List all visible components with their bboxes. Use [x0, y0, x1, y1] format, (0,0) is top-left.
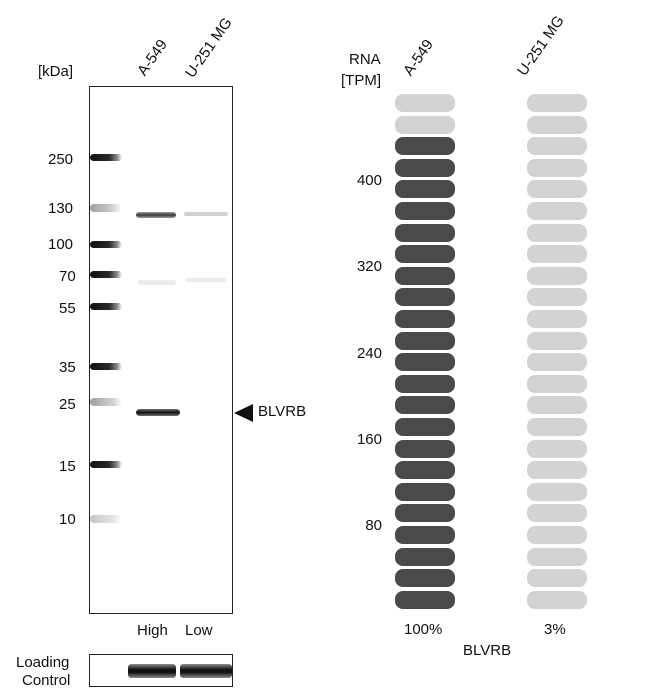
marker-130: 130 [48, 200, 74, 217]
ladder-band-250 [90, 154, 122, 161]
rna-segment-u251mg [527, 202, 587, 220]
rna-segment-a549 [395, 223, 455, 242]
loading-band-u251mg [180, 664, 232, 678]
rna-tick-160: 160 [356, 431, 382, 448]
rna-segment-a549 [395, 180, 455, 199]
rna-segment-u251mg [527, 374, 587, 393]
ladder-band-35 [90, 363, 122, 370]
loading-control-label-line1: Loading [16, 654, 70, 671]
rna-value-label-a549: 100% [404, 621, 443, 638]
rna-segment-a549 [395, 569, 455, 588]
a549-band-faint [138, 280, 176, 285]
rna-column-label-u251mg: U-251 MG [514, 12, 568, 79]
lane-label-u251mg: U-251 MG [182, 14, 236, 81]
rna-segment-a549 [395, 353, 455, 372]
rna-segment-u251mg [527, 461, 587, 480]
rna-segment-u251mg [527, 310, 587, 328]
rna-segment-a549 [395, 590, 455, 609]
u251-band-faint [186, 278, 226, 282]
target-label: BLVRB [258, 403, 307, 420]
rna-axis-title-line2: [TPM] [341, 72, 381, 89]
rna-segment-a549 [395, 331, 455, 350]
rna-segment-a549 [395, 94, 455, 112]
rna-segment-u251mg [527, 180, 587, 199]
rna-segment-u251mg [527, 288, 587, 307]
rna-segment-u251mg [527, 439, 587, 458]
rna-gene-label: BLVRB [463, 642, 512, 659]
rna-segment-a549 [395, 396, 455, 415]
marker-250: 250 [48, 151, 74, 168]
western-blot-image [89, 86, 233, 614]
a549-band-130 [136, 212, 176, 218]
marker-10: 10 [59, 511, 76, 528]
rna-tick-320: 320 [356, 258, 382, 275]
rna-segment-a549 [395, 374, 455, 393]
rna-segment-u251mg [527, 137, 587, 156]
ladder-band-130 [90, 204, 122, 212]
rna-segment-u251mg [527, 115, 587, 134]
rna-tick-240: 240 [356, 345, 382, 362]
rna-segment-a549 [395, 245, 455, 264]
expression-low-label: Low [185, 622, 213, 639]
rna-segment-a549 [395, 418, 455, 436]
rna-segment-u251mg [527, 266, 587, 285]
rna-segment-a549 [395, 310, 455, 328]
ladder-band-55 [90, 303, 122, 310]
target-arrow-icon [234, 404, 253, 422]
rna-segment-a549 [395, 526, 455, 544]
rna-segment-u251mg [527, 547, 587, 566]
loading-control-image [89, 654, 233, 687]
loading-band-a549 [128, 664, 176, 678]
rna-segment-a549 [395, 461, 455, 480]
marker-100: 100 [48, 236, 74, 253]
u251-band-130 [184, 212, 228, 216]
rna-segment-u251mg [527, 396, 587, 415]
rna-segment-u251mg [527, 94, 587, 112]
rna-segment-u251mg [527, 504, 587, 523]
rna-segment-a549 [395, 266, 455, 285]
rna-segment-u251mg [527, 331, 587, 350]
rna-tick-80: 80 [365, 517, 382, 534]
rna-segment-a549 [395, 547, 455, 566]
rna-segment-a549 [395, 288, 455, 307]
rna-segment-u251mg [527, 590, 587, 609]
rna-segment-a549 [395, 439, 455, 458]
marker-55: 55 [59, 300, 76, 317]
ladder-band-15 [90, 461, 122, 468]
marker-35: 35 [59, 359, 76, 376]
lane-label-a549: A-549 [134, 36, 171, 79]
rna-segment-u251mg [527, 526, 587, 544]
rna-segment-a549 [395, 482, 455, 501]
rna-segment-u251mg [527, 245, 587, 264]
rna-column-label-a549: A-549 [400, 36, 437, 79]
rna-segment-u251mg [527, 158, 587, 177]
loading-control-label-line2: Control [22, 672, 71, 689]
rna-segment-a549 [395, 158, 455, 177]
rna-segment-u251mg [527, 353, 587, 372]
rna-segment-a549 [395, 115, 455, 134]
a549-band-blvrb [136, 409, 180, 416]
marker-25: 25 [59, 396, 76, 413]
rna-segment-a549 [395, 202, 455, 220]
rna-segment-u251mg [527, 482, 587, 501]
ladder-band-10 [90, 515, 122, 523]
rna-tick-400: 400 [356, 172, 382, 189]
expression-high-label: High [137, 622, 168, 639]
ladder-band-25 [90, 398, 122, 406]
rna-value-label-u251mg: 3% [544, 621, 566, 638]
rna-bars [395, 94, 587, 612]
rna-segment-a549 [395, 137, 455, 156]
kda-unit-label: [kDa] [38, 63, 74, 80]
rna-segment-a549 [395, 504, 455, 523]
marker-70: 70 [59, 268, 76, 285]
rna-axis-title-line1: RNA [349, 51, 381, 68]
marker-15: 15 [59, 458, 76, 475]
ladder-band-70 [90, 271, 122, 278]
rna-segment-u251mg [527, 223, 587, 242]
rna-segment-u251mg [527, 569, 587, 588]
rna-segment-u251mg [527, 418, 587, 436]
ladder-band-100 [90, 241, 122, 248]
